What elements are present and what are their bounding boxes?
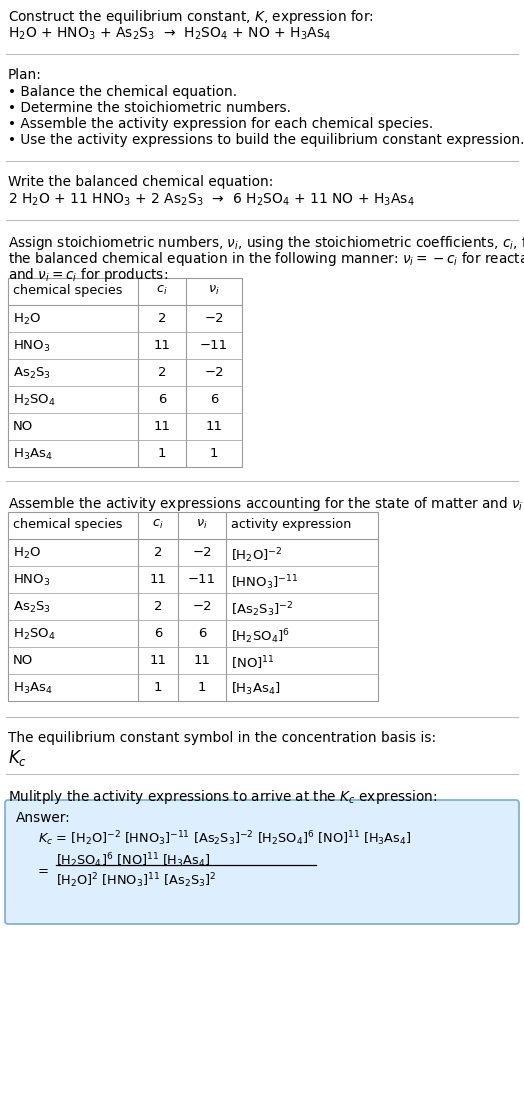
Text: HNO$_3$: HNO$_3$ xyxy=(13,573,50,588)
Text: • Assemble the activity expression for each chemical species.: • Assemble the activity expression for e… xyxy=(8,117,433,131)
Text: $c_i$: $c_i$ xyxy=(152,517,163,531)
Text: [H$_2$O]$^{2}$ [HNO$_3$]$^{11}$ [As$_2$S$_3$]$^{2}$: [H$_2$O]$^{2}$ [HNO$_3$]$^{11}$ [As$_2$S… xyxy=(56,871,216,890)
Text: the balanced chemical equation in the following manner: $\nu_i = -c_i$ for react: the balanced chemical equation in the fo… xyxy=(8,250,524,268)
Text: 2: 2 xyxy=(154,600,162,613)
Text: Assemble the activity expressions accounting for the state of matter and $\nu_i$: Assemble the activity expressions accoun… xyxy=(8,495,524,513)
Text: and $\nu_i = c_i$ for products:: and $\nu_i = c_i$ for products: xyxy=(8,266,168,284)
Text: 11: 11 xyxy=(205,419,223,433)
Text: $\nu_i$: $\nu_i$ xyxy=(196,517,208,531)
Text: H$_2$SO$_4$: H$_2$SO$_4$ xyxy=(13,626,56,642)
Text: 11: 11 xyxy=(149,654,167,667)
Text: 11: 11 xyxy=(154,419,170,433)
Text: [H$_2$SO$_4$]$^{6}$ [NO]$^{11}$ [H$_3$As$_4$]: [H$_2$SO$_4$]$^{6}$ [NO]$^{11}$ [H$_3$As… xyxy=(56,851,211,870)
Text: 1: 1 xyxy=(210,447,219,460)
Text: H$_2$SO$_4$: H$_2$SO$_4$ xyxy=(13,393,56,408)
Text: activity expression: activity expression xyxy=(231,517,352,531)
Text: [H$_2$O]$^{-2}$: [H$_2$O]$^{-2}$ xyxy=(231,546,282,565)
Text: 6: 6 xyxy=(210,393,218,406)
Text: $c_i$: $c_i$ xyxy=(156,284,168,297)
Text: −2: −2 xyxy=(204,312,224,325)
Text: 2: 2 xyxy=(158,312,166,325)
Text: chemical species: chemical species xyxy=(13,517,123,531)
Text: The equilibrium constant symbol in the concentration basis is:: The equilibrium constant symbol in the c… xyxy=(8,731,436,745)
Text: Construct the equilibrium constant, $K$, expression for:: Construct the equilibrium constant, $K$,… xyxy=(8,8,374,26)
Text: Answer:: Answer: xyxy=(16,811,71,825)
Text: H$_3$As$_4$: H$_3$As$_4$ xyxy=(13,682,53,696)
Text: 11: 11 xyxy=(193,654,211,667)
Text: As$_2$S$_3$: As$_2$S$_3$ xyxy=(13,366,51,381)
Text: 2: 2 xyxy=(158,366,166,379)
Text: [HNO$_3$]$^{-11}$: [HNO$_3$]$^{-11}$ xyxy=(231,573,299,591)
Text: 2 H$_2$O + 11 HNO$_3$ + 2 As$_2$S$_3$  →  6 H$_2$SO$_4$ + 11 NO + H$_3$As$_4$: 2 H$_2$O + 11 HNO$_3$ + 2 As$_2$S$_3$ → … xyxy=(8,192,415,208)
Text: Mulitply the activity expressions to arrive at the $K_c$ expression:: Mulitply the activity expressions to arr… xyxy=(8,788,438,806)
Text: H$_2$O: H$_2$O xyxy=(13,546,41,562)
Text: [NO]$^{11}$: [NO]$^{11}$ xyxy=(231,654,275,672)
Bar xyxy=(8,512,378,701)
Text: 6: 6 xyxy=(154,626,162,640)
Text: −2: −2 xyxy=(204,366,224,379)
Text: [H$_2$SO$_4$]$^{6}$: [H$_2$SO$_4$]$^{6}$ xyxy=(231,626,290,645)
Text: Plan:: Plan: xyxy=(8,68,42,81)
Text: $K_c$: $K_c$ xyxy=(8,748,27,768)
Text: 11: 11 xyxy=(154,339,170,352)
Text: Write the balanced chemical equation:: Write the balanced chemical equation: xyxy=(8,175,274,189)
Text: • Determine the stoichiometric numbers.: • Determine the stoichiometric numbers. xyxy=(8,101,291,115)
Text: 11: 11 xyxy=(149,573,167,586)
Text: As$_2$S$_3$: As$_2$S$_3$ xyxy=(13,600,51,615)
Text: [H$_3$As$_4$]: [H$_3$As$_4$] xyxy=(231,682,280,697)
Text: [As$_2$S$_3$]$^{-2}$: [As$_2$S$_3$]$^{-2}$ xyxy=(231,600,293,619)
Text: 2: 2 xyxy=(154,546,162,559)
Text: −11: −11 xyxy=(188,573,216,586)
Text: =: = xyxy=(38,865,49,877)
Text: H$_2$O: H$_2$O xyxy=(13,312,41,327)
Text: 1: 1 xyxy=(158,447,166,460)
Text: • Balance the chemical equation.: • Balance the chemical equation. xyxy=(8,85,237,99)
Bar xyxy=(8,277,242,467)
Text: 6: 6 xyxy=(198,626,206,640)
Text: −2: −2 xyxy=(192,546,212,559)
Text: Assign stoichiometric numbers, $\nu_i$, using the stoichiometric coefficients, $: Assign stoichiometric numbers, $\nu_i$, … xyxy=(8,235,524,252)
Text: • Use the activity expressions to build the equilibrium constant expression.: • Use the activity expressions to build … xyxy=(8,133,524,148)
Text: 1: 1 xyxy=(154,682,162,694)
Text: $K_c$ = [H$_2$O]$^{-2}$ [HNO$_3$]$^{-11}$ [As$_2$S$_3$]$^{-2}$ [H$_2$SO$_4$]$^{6: $K_c$ = [H$_2$O]$^{-2}$ [HNO$_3$]$^{-11}… xyxy=(38,829,412,848)
Text: −2: −2 xyxy=(192,600,212,613)
Text: NO: NO xyxy=(13,419,33,433)
FancyBboxPatch shape xyxy=(5,800,519,924)
Text: NO: NO xyxy=(13,654,33,667)
Text: −11: −11 xyxy=(200,339,228,352)
Text: chemical species: chemical species xyxy=(13,284,123,297)
Text: $\nu_i$: $\nu_i$ xyxy=(208,284,220,297)
Text: 1: 1 xyxy=(198,682,206,694)
Text: H$_3$As$_4$: H$_3$As$_4$ xyxy=(13,447,53,462)
Text: HNO$_3$: HNO$_3$ xyxy=(13,339,50,355)
Text: H$_2$O + HNO$_3$ + As$_2$S$_3$  →  H$_2$SO$_4$ + NO + H$_3$As$_4$: H$_2$O + HNO$_3$ + As$_2$S$_3$ → H$_2$SO… xyxy=(8,26,331,43)
Text: 6: 6 xyxy=(158,393,166,406)
